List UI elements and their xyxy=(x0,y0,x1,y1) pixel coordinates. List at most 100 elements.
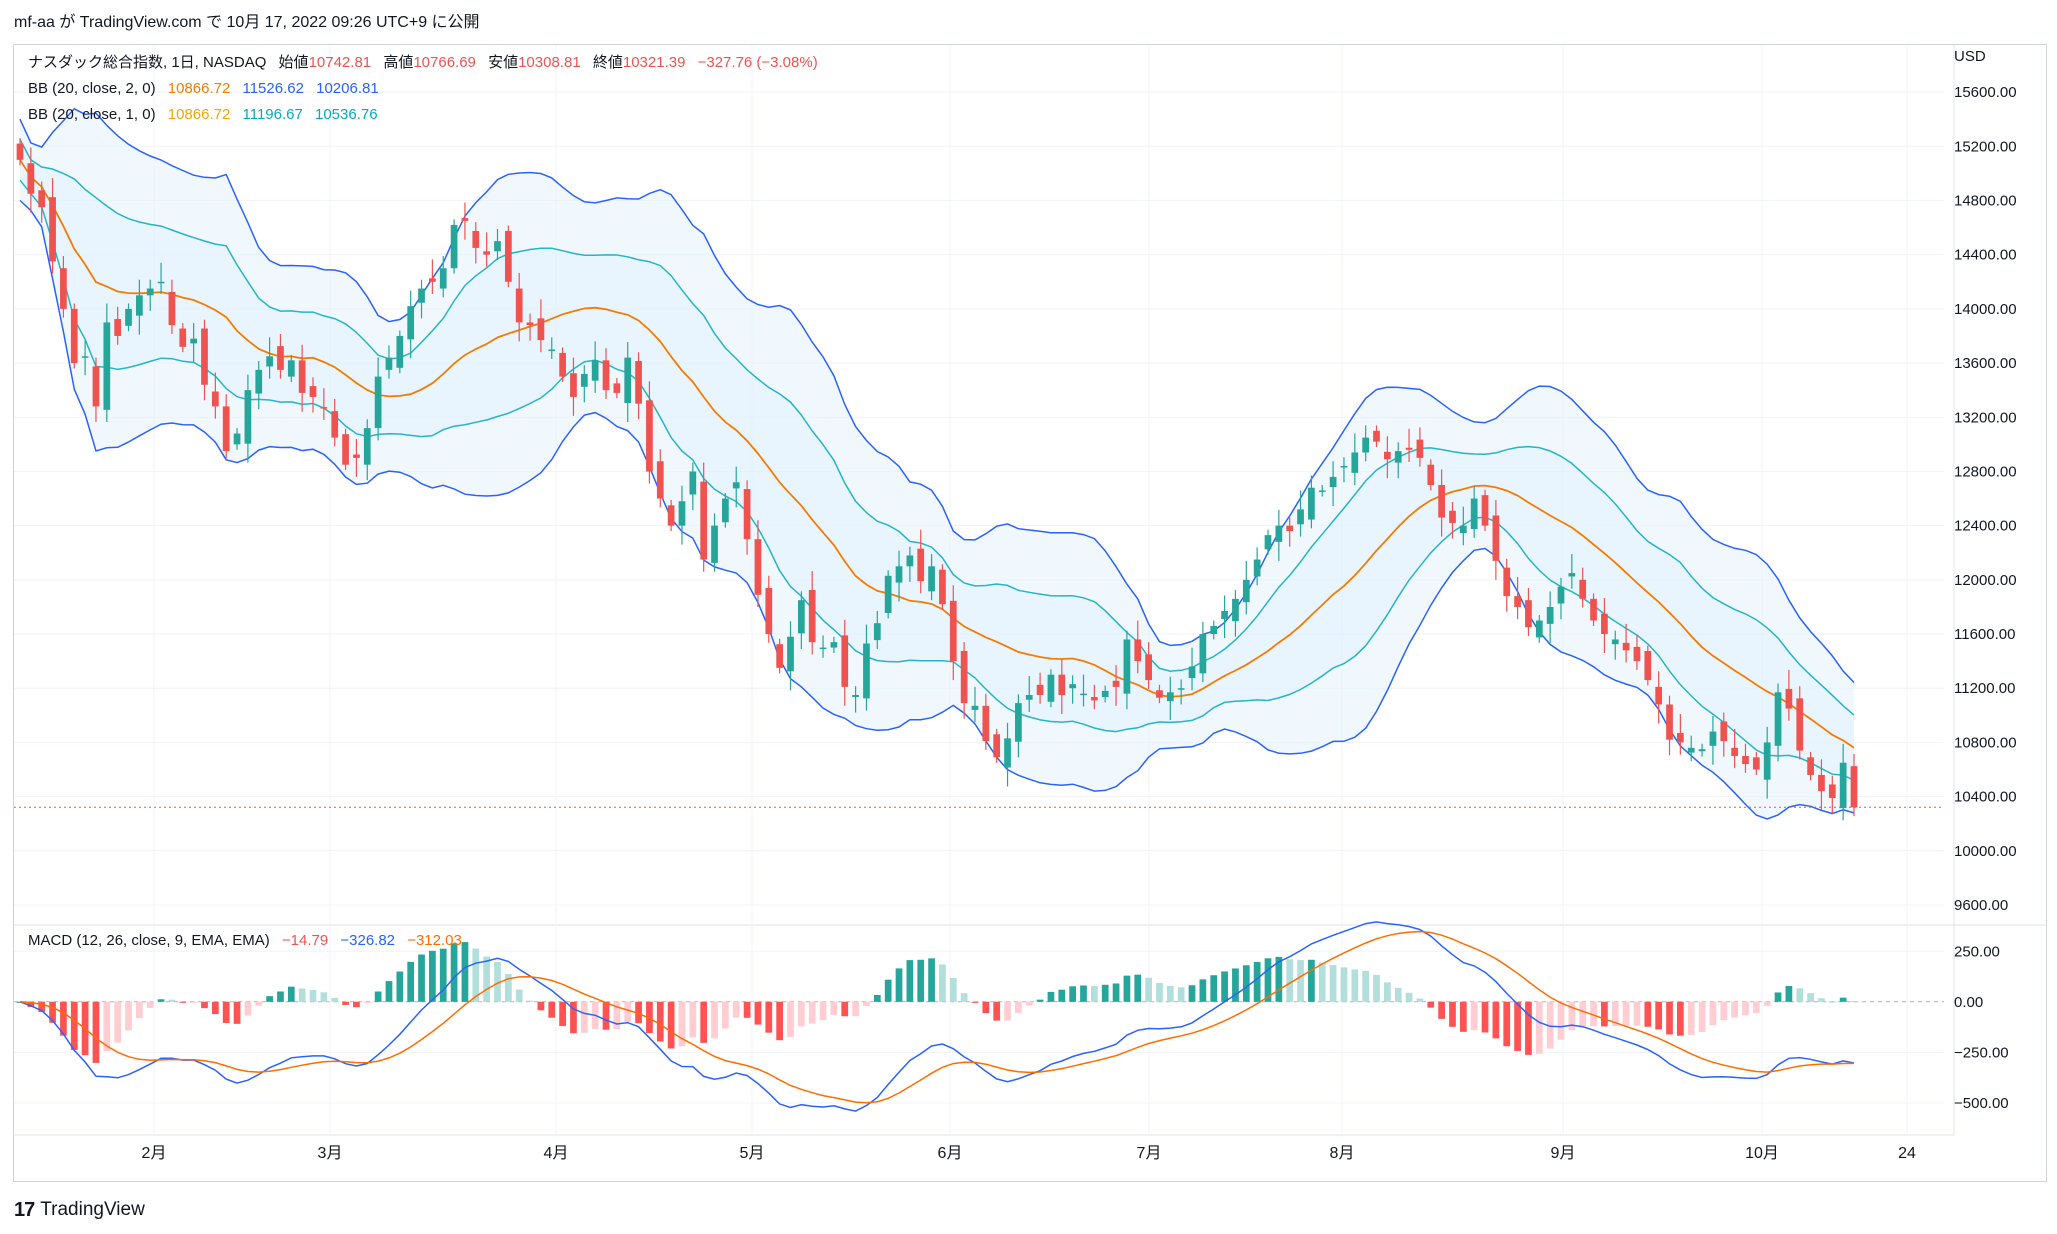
candle-body xyxy=(1177,688,1185,690)
macd-histogram-bar xyxy=(1058,989,1066,1002)
macd-histogram-bar xyxy=(689,1001,697,1038)
candle-body xyxy=(1101,690,1109,698)
candle-body xyxy=(635,361,642,404)
candle-body xyxy=(1557,586,1565,604)
candle-body xyxy=(743,489,751,540)
candle-body xyxy=(808,590,816,643)
macd-histogram-bar xyxy=(1373,974,1380,1002)
macd-histogram-bar xyxy=(917,959,925,1002)
candle-body xyxy=(1763,742,1771,780)
candle-body xyxy=(873,623,881,641)
candle-body xyxy=(342,434,349,465)
macd-histogram-bar xyxy=(602,1001,610,1030)
price-tick-label: 13200.00 xyxy=(1954,409,2017,426)
candle-body xyxy=(1709,731,1717,746)
candle-body xyxy=(1004,738,1011,768)
candle-body xyxy=(179,328,187,347)
macd-histogram-bar xyxy=(841,1001,849,1017)
macd-histogram-bar xyxy=(678,1001,686,1047)
time-tick-label: 24 xyxy=(1898,1145,1916,1162)
footer-brand[interactable]: 17 TradingView xyxy=(14,1196,145,1224)
macd-histogram-bar xyxy=(939,964,946,1002)
macd-line-value: −326.82 xyxy=(340,932,396,949)
candle-body xyxy=(483,251,491,255)
candle-body xyxy=(1514,596,1521,607)
candle-body xyxy=(1308,487,1315,520)
macd-histogram-bar xyxy=(1720,1001,1728,1021)
bb1-basis: 10866.72 xyxy=(167,106,231,123)
candle-body xyxy=(461,218,469,221)
macd-histogram-bar xyxy=(342,1001,349,1005)
chart-canvas[interactable]: 15600.00 15200.00 14800.00 14400.00 14000.00… xyxy=(14,45,2046,1181)
bb1-legend[interactable]: BB (20, close, 1, 0) 10866.72 11196.67 1… xyxy=(28,105,386,125)
candle-body xyxy=(830,642,838,648)
macd-histogram-bar xyxy=(559,1001,566,1026)
candle-body xyxy=(60,268,67,309)
macd-histogram-bar xyxy=(1329,965,1337,1002)
macd-histogram-bar xyxy=(1080,985,1087,1002)
candle-body xyxy=(841,635,849,687)
macd-histogram-bar xyxy=(385,981,393,1002)
price-tick-label: 10000.00 xyxy=(1954,843,2017,860)
macd-histogram-bar xyxy=(374,991,382,1002)
candle-body xyxy=(1438,485,1445,518)
bb2-label: BB (20, close, 2, 0) xyxy=(28,80,156,97)
candle-body xyxy=(201,328,208,385)
candle-body xyxy=(906,555,914,567)
macd-histogram-bar xyxy=(656,1001,664,1042)
candle-body xyxy=(103,322,111,410)
high-value: 10766.69 xyxy=(413,54,476,71)
macd-histogram-bar xyxy=(461,942,469,1002)
price-tick-label: 12800.00 xyxy=(1954,463,2017,480)
macd-histogram-bar xyxy=(103,1001,111,1052)
price-tick-label: 12000.00 xyxy=(1954,572,2017,589)
candle-body xyxy=(1828,784,1836,798)
candle-body xyxy=(1503,567,1511,597)
macd-histogram-bar xyxy=(49,1001,56,1023)
macd-histogram-bar xyxy=(168,999,176,1002)
macd-histogram-bar xyxy=(787,1001,794,1038)
macd-histogram-bar xyxy=(418,954,425,1002)
candle-body xyxy=(667,505,675,526)
price-tick-label: 14800.00 xyxy=(1954,192,2017,209)
time-tick-label: 6月 xyxy=(938,1145,963,1162)
macd-histogram-bar xyxy=(711,1001,718,1039)
macd-histogram-bar xyxy=(1698,1001,1706,1033)
macd-histogram-bar xyxy=(1655,1001,1663,1030)
macd-histogram-bar xyxy=(537,1001,545,1011)
candle-body xyxy=(537,318,545,341)
macd-histogram-bar xyxy=(244,1001,252,1016)
symbol-label[interactable]: ナスダック総合指数, 1日, NASDAQ xyxy=(28,54,267,71)
macd-histogram-bar xyxy=(1090,985,1098,1002)
candle-body xyxy=(570,373,577,397)
candle-body xyxy=(1416,439,1424,458)
candle-body xyxy=(287,360,295,377)
macd-histogram-bar xyxy=(722,1001,729,1029)
macd-histogram-bar xyxy=(808,1001,816,1024)
macd-histogram-bar xyxy=(1025,1001,1033,1006)
time-tick-label: 2月 xyxy=(142,1145,167,1162)
chart-frame[interactable]: 15600.00 15200.00 14800.00 14400.00 14000.00… xyxy=(13,44,2047,1182)
macd-histogram-bar xyxy=(1015,1001,1022,1014)
macd-histogram-bar xyxy=(1318,962,1326,1002)
macd-histogram-bar xyxy=(1340,967,1348,1002)
macd-histogram-bar xyxy=(1785,986,1793,1002)
macd-legend[interactable]: MACD (12, 26, close, 9, EMA, EMA) −14.79… xyxy=(28,931,470,951)
price-tick-label: 10800.00 xyxy=(1954,734,2017,751)
candle-body xyxy=(1644,650,1652,681)
macd-histogram-bar xyxy=(1286,959,1294,1002)
macd-histogram-bar xyxy=(949,977,957,1002)
macd-histogram-bar xyxy=(494,962,501,1002)
candle-body xyxy=(49,197,56,262)
macd-histogram-bar xyxy=(125,1001,132,1031)
candle-body xyxy=(255,369,263,394)
candle-body xyxy=(1622,642,1630,651)
main-legend: ナスダック総合指数, 1日, NASDAQ 始値10742.81 高値10766… xyxy=(28,53,826,73)
bb2-legend[interactable]: BB (20, close, 2, 0) 10866.72 11526.62 1… xyxy=(28,79,387,99)
macd-histogram-bar xyxy=(982,1001,990,1014)
bb1-lower-line xyxy=(19,179,1855,781)
candle-body xyxy=(1069,684,1077,689)
macd-histogram-bar xyxy=(287,986,295,1002)
candle-body xyxy=(678,501,686,526)
macd-histogram-bar xyxy=(1134,974,1142,1002)
